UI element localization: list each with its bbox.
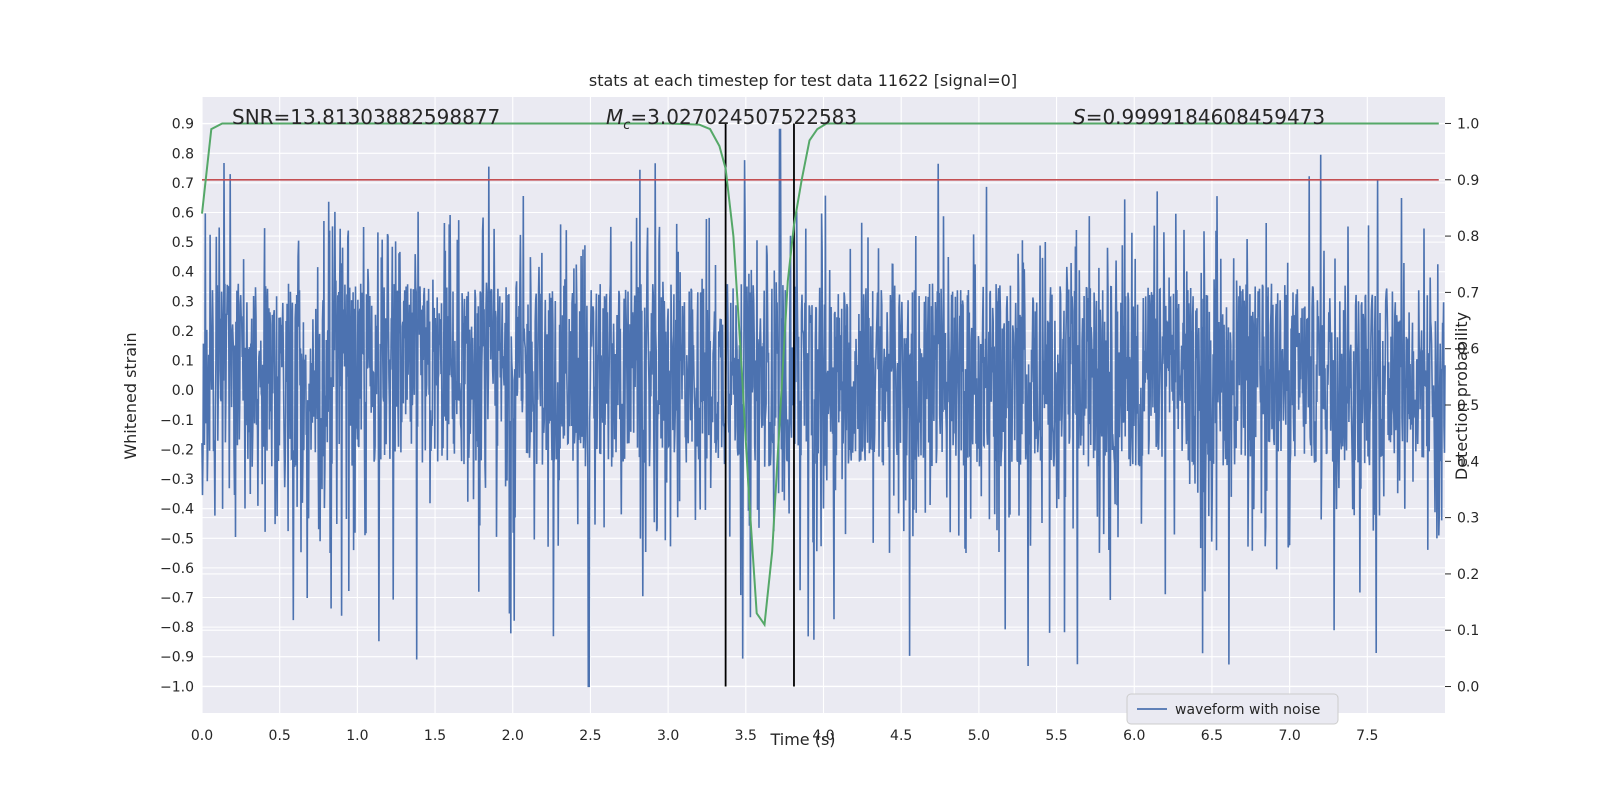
y-right-tick-label: 0.1 <box>1457 623 1479 639</box>
chirp-mass-subscript: c <box>623 118 630 133</box>
x-tick-label: 3.5 <box>735 728 757 744</box>
y-right-tick-label: 0.7 <box>1457 285 1479 301</box>
x-tick-label: 2.5 <box>579 728 601 744</box>
y-left-tick-label: 0.7 <box>172 176 194 192</box>
y-right-axis-label: Detection probability <box>1452 312 1471 480</box>
y-right-tick-label: 0.5 <box>1457 398 1479 414</box>
chart-title: stats at each timestep for test data 116… <box>589 71 1017 90</box>
snr-annotation: SNR=13.81303882598877 <box>232 105 500 129</box>
y-left-tick-label: 0.1 <box>172 354 194 370</box>
y-left-tick-label: −0.3 <box>160 472 194 488</box>
x-tick-label: 6.0 <box>1123 728 1145 744</box>
x-tick-label: 5.5 <box>1045 728 1067 744</box>
plot-area <box>201 97 1446 713</box>
x-tick-label: 1.5 <box>424 728 446 744</box>
y-right-axis-ticks: 1.0 0.9 0.8 0.7 0.6 0.5 0.4 0.3 0.2 0.1 0.0 <box>1445 116 1479 696</box>
y-right-tick-label: 0.4 <box>1457 454 1479 470</box>
y-left-tick-label: −0.4 <box>160 502 194 518</box>
s-value: =0.9999184608459473 <box>1086 105 1325 129</box>
chirp-mass-symbol: M <box>606 105 623 129</box>
y-left-tick-label: 0.2 <box>172 324 194 340</box>
y-left-tick-label: −0.2 <box>160 442 194 458</box>
x-tick-label: 0.0 <box>191 728 213 744</box>
y-left-tick-label: 0.0 <box>172 383 194 399</box>
waveform-series <box>201 128 1446 688</box>
x-tick-label: 4.0 <box>812 728 834 744</box>
y-left-tick-label: 0.4 <box>172 265 194 281</box>
y-left-tick-label: −0.6 <box>160 561 194 577</box>
detection-probability-line <box>201 122 1439 628</box>
y-left-tick-label: −0.8 <box>160 620 194 636</box>
x-axis-ticks: 0.0 0.5 1.0 1.5 2.0 2.5 3.0 3.5 4.0 4.5 5.0 5.5 6.0 6… <box>191 728 1379 744</box>
y-left-tick-label: 0.8 <box>172 146 194 162</box>
y-left-axis-ticks: 0.9 0.8 0.7 0.6 0.5 0.4 0.3 0.2 0.1 0.0 −0.1 −0.2 −0… <box>160 117 194 696</box>
x-tick-label: 2.0 <box>502 728 524 744</box>
x-tick-label: 5.0 <box>968 728 990 744</box>
s-annotation: S=0.9999184608459473 <box>1073 105 1325 129</box>
chirp-mass-annotation: Mc=3.027024507522583 <box>606 105 857 133</box>
chirp-mass-value: =3.027024507522583 <box>630 105 857 129</box>
x-tick-label: 7.5 <box>1356 728 1378 744</box>
x-tick-label: 0.5 <box>269 728 291 744</box>
x-tick-label: 7.0 <box>1278 728 1300 744</box>
y-left-tick-label: −1.0 <box>160 679 194 695</box>
legend: waveform with noise <box>1126 693 1339 725</box>
y-right-tick-label: 0.2 <box>1457 567 1479 583</box>
s-symbol: S <box>1073 105 1086 129</box>
y-left-tick-label: −0.5 <box>160 531 194 547</box>
y-left-tick-label: 0.6 <box>172 206 194 222</box>
y-right-tick-label: 0.8 <box>1457 229 1479 245</box>
y-right-tick-label: 0.3 <box>1457 511 1479 527</box>
vertical-markers <box>724 123 795 687</box>
x-axis-label: Time (s) <box>769 730 835 749</box>
y-left-tick-label: −0.7 <box>160 591 194 607</box>
x-tick-label: 6.5 <box>1201 728 1223 744</box>
x-tick-label: 3.0 <box>657 728 679 744</box>
y-left-tick-label: −0.9 <box>160 650 194 666</box>
y-left-tick-label: 0.5 <box>172 235 194 251</box>
y-right-tick-label: 0.6 <box>1457 342 1479 358</box>
waveform-path <box>201 128 1446 688</box>
x-tick-label: 1.0 <box>346 728 368 744</box>
y-left-axis-label: Whitened strain <box>121 332 140 459</box>
y-right-tick-label: 1.0 <box>1457 116 1479 132</box>
y-right-tick-label: 0.0 <box>1457 680 1479 696</box>
y-left-tick-label: 0.3 <box>172 294 194 310</box>
y-right-tick-label: 0.9 <box>1457 173 1479 189</box>
y-left-tick-label: 0.9 <box>172 117 194 133</box>
legend-box <box>1126 693 1339 725</box>
legend-entry: waveform with noise <box>1175 702 1320 718</box>
x-tick-label: 4.5 <box>890 728 912 744</box>
y-left-tick-label: −0.1 <box>160 413 194 429</box>
